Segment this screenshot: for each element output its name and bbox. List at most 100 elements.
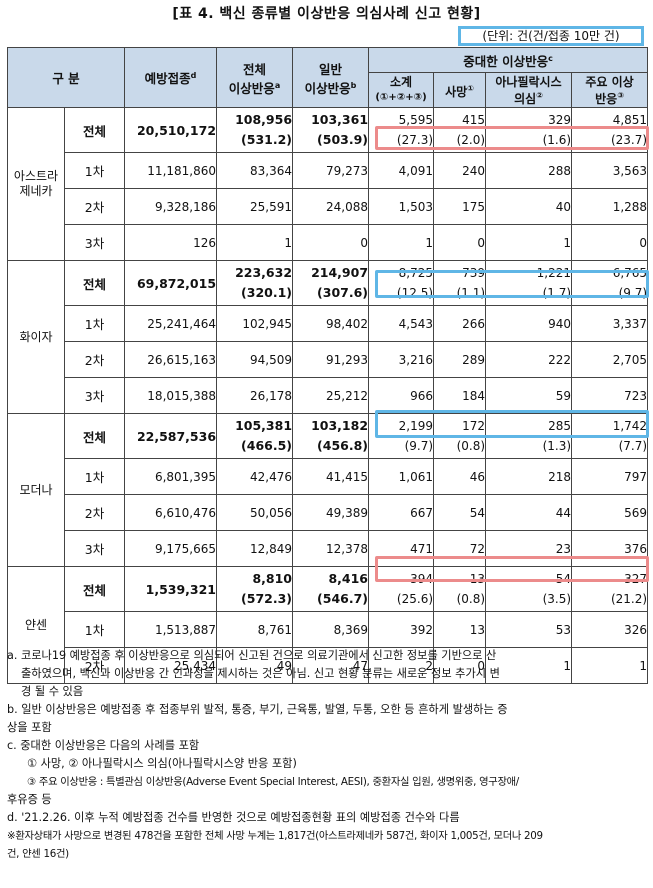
- total-adverse-cell: 12,849: [216, 530, 294, 567]
- major-adverse-cell: 4,851 (23.7): [571, 107, 649, 153]
- death-cell: 240: [433, 152, 487, 189]
- major-adverse-cell: 723: [571, 377, 649, 414]
- vaccinations-cell: 25,241,464: [124, 305, 218, 342]
- subtotal-cell: 4,543: [368, 305, 435, 342]
- header-major-adverse: 주요 이상 반응③: [571, 72, 649, 108]
- subtotal-cell: 1,061: [368, 458, 435, 495]
- subtotal-cell: 3,216: [368, 341, 435, 378]
- header-serious-adverse: 중대한 이상반응c: [368, 47, 649, 73]
- subtotal-cell: 4,091: [368, 152, 435, 189]
- subtotal-cell: 667: [368, 494, 435, 531]
- general-adverse-cell: 12,378: [292, 530, 370, 567]
- general-adverse-cell: 79,273: [292, 152, 370, 189]
- total-adverse-cell: 8,761: [216, 611, 294, 648]
- table-row-total: 아스트라 제네카 전체 20,510,172 108,956 (531.2) 103,361…: [7, 107, 649, 261]
- table-title: [표 4. 백신 종류별 이상반응 의심사례 신고 현황]: [172, 6, 481, 22]
- header-total-adverse: 전체 이상반응a: [216, 47, 294, 108]
- row-label: 1차: [63, 611, 126, 648]
- major-adverse-cell: 3,563: [571, 152, 649, 189]
- death-cell: 54: [433, 494, 487, 531]
- vaccinations-cell: 20,510,172: [124, 107, 218, 153]
- vaccinations-cell: 9,328,186: [124, 188, 218, 225]
- table-row: 1차 1,513,887 8,761 8,369 392 13 53 326: [8, 611, 649, 648]
- note-d: d. '21.2.26. 이후 누적 예방접종 건수를 반영한 것으로 예방접종…: [7, 811, 460, 824]
- subtotal-cell: 1: [368, 224, 435, 261]
- major-adverse-cell: 3,337: [571, 305, 649, 342]
- table-row: 2차 9,328,186 25,591 24,088 1,503 175 40 1,288: [8, 188, 649, 225]
- total-adverse-cell: 26,178: [216, 377, 294, 414]
- total-adverse-cell: 42,476: [216, 458, 294, 495]
- death-cell: 175: [433, 188, 487, 225]
- major-adverse-cell: 0: [571, 224, 649, 261]
- total-adverse-cell: 25,591: [216, 188, 294, 225]
- row-label: 2차: [63, 647, 126, 684]
- row-label: 1차: [63, 305, 126, 342]
- death-cell: 46: [433, 458, 487, 495]
- anaphylaxis-cell: 59: [485, 377, 573, 414]
- highlight-astrazeneca-rates: [375, 126, 649, 150]
- vaccinations-cell: 26,615,163: [124, 341, 218, 378]
- table-row: 1차 6,801,395 42,476 41,415 1,061 46 218 797: [8, 458, 649, 495]
- header-anaphylaxis: 아나필락시스 의심②: [485, 72, 573, 108]
- total-adverse-cell: 49: [216, 647, 294, 684]
- subtotal-cell: 392: [368, 611, 435, 648]
- header-category: 구 분: [6, 47, 126, 108]
- total-adverse-cell: 108,956 (531.2): [216, 107, 294, 153]
- vaccinations-cell: 18,015,388: [124, 377, 218, 414]
- row-label: 전체: [63, 413, 126, 459]
- major-adverse-cell: 1: [571, 647, 649, 684]
- anaphylaxis-cell: 23: [485, 530, 573, 567]
- general-adverse-cell: 8,369: [292, 611, 370, 648]
- vaccinations-cell: 69,872,015: [124, 260, 218, 306]
- anaphylaxis-cell: 53: [485, 611, 573, 648]
- highlight-janssen-rates: [375, 556, 649, 582]
- anaphylaxis-cell: 218: [485, 458, 573, 495]
- death-cell: 739 (1.1): [433, 260, 487, 306]
- major-adverse-cell: 1,288: [571, 188, 649, 225]
- major-adverse-cell: 797: [571, 458, 649, 495]
- anaphylaxis-cell: 40: [485, 188, 573, 225]
- death-cell: 0: [433, 224, 487, 261]
- note-b: b. 일반 이상반응은 예방접종 후 접종부위 발적, 통증, 부기, 근육통,…: [7, 703, 508, 716]
- death-cell: 0: [433, 647, 487, 684]
- table-row-total: 모더나 전체 22,587,536 105,381 (466.5) 103,182 (456…: [7, 413, 649, 567]
- vaccinations-cell: 126: [124, 224, 218, 261]
- row-label: 3차: [63, 377, 126, 414]
- header-vaccinations: 예방접종d: [124, 47, 218, 108]
- adverse-event-table: 구 분 예방접종d 전체 이상반응a 일반 이상반응b 중대한 이상반응c 소계 (①…: [6, 47, 649, 684]
- table-row: 3차 9,175,665 12,849 12,378 471 72 23 376: [8, 530, 649, 567]
- row-label: 2차: [63, 341, 126, 378]
- total-adverse-cell: 1: [216, 224, 294, 261]
- row-label: 전체: [63, 107, 126, 153]
- vaccinations-cell: 6,610,476: [124, 494, 218, 531]
- row-label: 3차: [63, 530, 126, 567]
- major-adverse-cell: 569: [571, 494, 649, 531]
- general-adverse-cell: 8,416 (546.7): [292, 566, 370, 612]
- general-adverse-cell: 0: [292, 224, 370, 261]
- table-row: 2차 25,434 49 47 2 0 1 1: [8, 647, 649, 684]
- anaphylaxis-cell: 1: [485, 224, 573, 261]
- vaccinations-cell: 22,587,536: [124, 413, 218, 459]
- vaccine-name: 화이자: [7, 260, 65, 414]
- footnotes: a. 코로나19 예방접종 후 이상반응으로 의심되어 신고된 건으로 의료기관…: [7, 647, 647, 863]
- row-label: 2차: [63, 494, 126, 531]
- major-adverse-cell: 327 (21.2): [571, 566, 649, 612]
- table-row: 1차 25,241,464 102,945 98,402 4,543 266 940 3,33…: [8, 305, 649, 342]
- total-adverse-cell: 83,364: [216, 152, 294, 189]
- general-adverse-cell: 24,088: [292, 188, 370, 225]
- header-subtotal: 소계 (①+②+③): [368, 72, 435, 108]
- major-adverse-cell: 376: [571, 530, 649, 567]
- death-cell: 266: [433, 305, 487, 342]
- note-death-total: ※환자상태가 사망으로 변경된 478건을 포함한 전체 사망 누계는 1,81…: [7, 830, 543, 842]
- total-adverse-cell: 8,810 (572.3): [216, 566, 294, 612]
- table-row: 3차 126 1 0 1 0 1 0: [8, 224, 649, 261]
- death-cell: 184: [433, 377, 487, 414]
- general-adverse-cell: 41,415: [292, 458, 370, 495]
- general-adverse-cell: 49,389: [292, 494, 370, 531]
- table-row: 2차 6,610,476 50,056 49,389 667 54 44 569: [8, 494, 649, 531]
- general-adverse-cell: 103,182 (456.8): [292, 413, 370, 459]
- vaccinations-cell: 25,434: [124, 647, 218, 684]
- general-adverse-cell: 91,293: [292, 341, 370, 378]
- row-label: 1차: [63, 152, 126, 189]
- anaphylaxis-cell: 329 (1.6): [485, 107, 573, 153]
